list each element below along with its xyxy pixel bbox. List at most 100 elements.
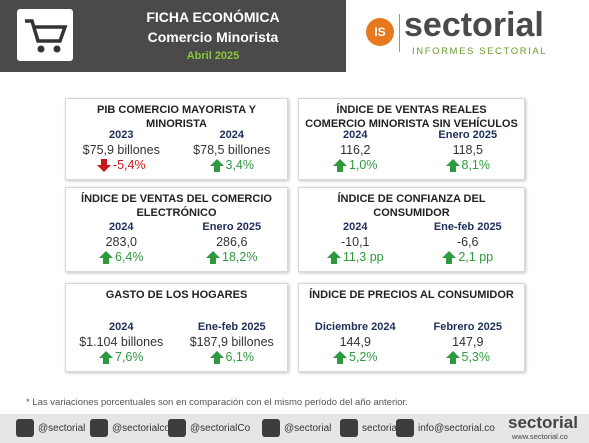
change-row: 1,0%: [299, 158, 412, 173]
value: 144,9: [339, 335, 371, 349]
change-row: 18,2%: [177, 250, 288, 265]
period: Ene-feb 2025: [197, 321, 266, 333]
change-row: 6,1%: [177, 350, 288, 365]
card-title: GASTO DE LOS HOGARES: [105, 289, 248, 301]
social-icon: [16, 419, 34, 437]
card-items: 2024 $1.104 billones 7,6% Ene-feb 2025 $187,…: [66, 320, 287, 365]
header-date: Abril 2025: [186, 50, 240, 62]
indicator: 2024 283,0 6,4%: [66, 220, 177, 265]
change: 2,1 pp: [458, 250, 494, 264]
footer-logo-name: sectorial: [508, 413, 578, 432]
value: 286,6: [216, 235, 248, 249]
card: GASTO DE LOS HOGARES 2024 $1.104 billones 7…: [65, 283, 288, 372]
arrow-up: [333, 351, 347, 364]
indicator: 2024 $78,5 billones 3,4%: [177, 128, 288, 173]
social-icon: [168, 419, 186, 437]
change-row: 7,6%: [66, 350, 177, 365]
card-title: PIB COMERCIO MAYORISTA Y MINORISTA: [97, 104, 256, 130]
social-handle: @sectorialco: [112, 423, 170, 434]
value: $187,9 billones: [189, 335, 274, 349]
indicator: 2024 $1.104 billones 7,6%: [66, 320, 177, 365]
value: $75,9 billones: [82, 143, 160, 157]
period: 2024: [343, 221, 368, 233]
arrow-up: [326, 251, 341, 264]
change: 18,2%: [222, 250, 258, 264]
change: 11,3 pp: [342, 250, 384, 264]
indicator: Diciembre 2024 144,9 5,2%: [299, 320, 412, 365]
change-row: 2,1 pp: [412, 250, 525, 265]
social-icon: [340, 419, 358, 437]
card-title: ÍNDICE DE VENTAS REALES COMERCIO MINORIS…: [305, 104, 518, 130]
indicator: 2023 $75,9 billones -5,4%: [66, 128, 177, 173]
change-row: 5,3%: [412, 350, 525, 365]
period: 2023: [109, 129, 134, 141]
change-row: -5,4%: [66, 158, 177, 173]
logo-tagline: INFORMES SECTORIAL: [412, 46, 548, 57]
indicator: 2024 116,2 1,0%: [299, 128, 412, 173]
cart-icon: [17, 9, 73, 61]
change-row: 5,2%: [299, 350, 412, 365]
period: 2024: [109, 321, 134, 333]
change: 5,3%: [461, 350, 491, 364]
social-icon: [262, 419, 280, 437]
social-icon: [90, 419, 108, 437]
indicator: 2024 -10,1 11,3 pp: [299, 220, 412, 265]
card-title: ÍNDICE DE PRECIOS AL CONSUMIDOR: [309, 289, 514, 301]
arrow-up: [209, 159, 224, 172]
social-handle: @sectorial: [38, 423, 86, 434]
value: -10,1: [341, 235, 370, 249]
change: 5,2%: [349, 350, 378, 364]
logo-divider: [399, 14, 400, 52]
social-handle: info@sectorial.co: [418, 423, 495, 434]
period: Enero 2025: [438, 129, 498, 141]
period: Diciembre 2024: [314, 321, 396, 333]
period: Ene-feb 2025: [433, 221, 502, 233]
value: $1.104 billones: [79, 335, 164, 349]
social-handle: sectorial: [362, 423, 400, 434]
value: 116,2: [340, 143, 371, 157]
change: 6,4%: [115, 250, 144, 264]
arrow-up: [333, 159, 347, 172]
arrow-up: [206, 251, 221, 264]
header-subtitle: Comercio Minorista: [147, 29, 279, 45]
card-items: 2024 -10,1 11,3 pp Ene-feb 2025 -6,6 2,1 pp: [299, 220, 524, 265]
indicator: Febrero 2025 147,9 5,3%: [412, 320, 525, 365]
indicator: Ene-feb 2025 -6,6 2,1 pp: [412, 220, 525, 265]
card-items: 2024 116,2 1,0% Enero 2025 118,5 8,1%: [299, 128, 524, 173]
indicator: Enero 2025 118,5 8,1%: [412, 128, 525, 173]
footnote: * Las variaciones porcentuales son en co…: [26, 397, 408, 408]
card: ÍNDICE DE VENTAS REALES COMERCIO MINORIS…: [298, 98, 525, 180]
social-handle: @sectorialCo: [190, 423, 251, 434]
period: 2024: [343, 129, 368, 141]
value: 118,5: [452, 143, 483, 157]
indicator: Enero 2025 286,6 18,2%: [177, 220, 288, 265]
period: 2024: [219, 129, 244, 141]
change: 6,1%: [225, 350, 255, 364]
value: 147,9: [452, 335, 484, 349]
change-row: 11,3 pp: [299, 250, 412, 265]
change-row: 3,4%: [177, 158, 288, 173]
arrow-up: [99, 351, 113, 364]
arrow-up: [99, 251, 113, 264]
social-icon: [396, 419, 414, 437]
value: 283,0: [105, 235, 137, 249]
change-row: 8,1%: [412, 158, 525, 173]
logo-name: sectorial: [404, 6, 544, 44]
cart-drawing: [25, 19, 68, 53]
change: 8,1%: [461, 158, 491, 172]
change: 1,0%: [349, 158, 378, 172]
card: PIB COMERCIO MAYORISTA Y MINORISTA 2023 $7…: [65, 98, 288, 180]
card-items: 2024 283,0 6,4% Enero 2025 286,6 18,2%: [66, 220, 287, 265]
footer-logo-url: www.sectorial.co: [512, 432, 568, 441]
card-title: ÍNDICE DE CONFIANZA DEL CONSUMIDOR: [337, 193, 486, 219]
indicator: Ene-feb 2025 $187,9 billones 6,1%: [177, 320, 288, 365]
social-handle: @sectorial: [284, 423, 332, 434]
change: -5,4%: [112, 158, 146, 172]
period: Enero 2025: [202, 221, 262, 233]
header-title: FICHA ECONÓMICA: [146, 9, 280, 25]
change: 3,4%: [225, 158, 255, 172]
card: ÍNDICE DE VENTAS DEL COMERCIO ELECTRÓNIC…: [65, 187, 288, 272]
arrow-up: [445, 351, 460, 364]
arrow-up: [445, 159, 460, 172]
